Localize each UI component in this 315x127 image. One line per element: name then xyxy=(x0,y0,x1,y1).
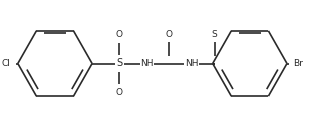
Text: O: O xyxy=(116,30,123,39)
Text: O: O xyxy=(166,30,173,39)
Text: S: S xyxy=(116,59,123,68)
Text: NH: NH xyxy=(185,59,198,68)
Text: O: O xyxy=(116,88,123,97)
Text: Br: Br xyxy=(293,59,303,68)
Text: NH: NH xyxy=(140,59,154,68)
Text: S: S xyxy=(212,30,217,39)
Text: Cl: Cl xyxy=(1,59,10,68)
